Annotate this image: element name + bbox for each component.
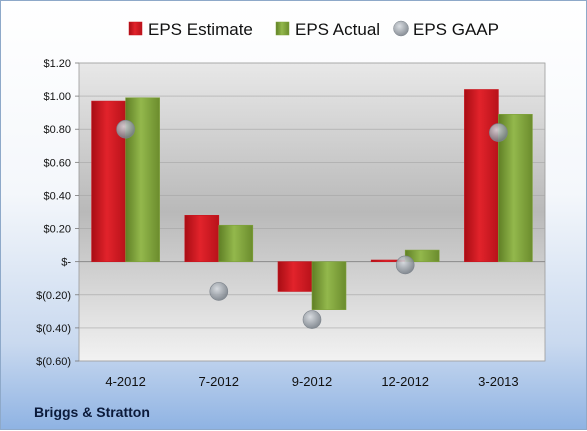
eps-gaap-point [209, 282, 229, 301]
y-tick-label: $(0.40) [36, 323, 71, 335]
x-tick-label: 4-2012 [105, 374, 145, 389]
eps-estimate-bar [464, 89, 499, 262]
y-tick-label: $(0.20) [36, 290, 71, 302]
legend-actual-swatch [275, 21, 290, 36]
eps-gaap-point [395, 255, 415, 275]
y-tick-label: $1.20 [43, 58, 71, 70]
x-tick-label: 12-2012 [381, 374, 429, 389]
y-tick-label: $0.20 [43, 224, 71, 236]
company-label: Briggs & Stratton [34, 404, 150, 420]
x-tick-label: 7-2012 [199, 374, 239, 389]
legend-label: EPS Estimate [148, 20, 253, 39]
eps-gaap-point [302, 310, 322, 329]
legend-gaap-marker [393, 20, 409, 37]
y-axis: $1.20 $1.00 $0.80 $0.60 $0.40 $0.20 $- $(0.20) $… [36, 58, 79, 368]
x-tick-label: 3-2013 [478, 374, 518, 389]
legend-label: EPS Actual [295, 20, 380, 39]
eps-actual-bar [311, 261, 347, 310]
y-tick-label: $0.80 [43, 124, 71, 136]
eps-estimate-bar [277, 261, 313, 292]
y-tick-label: $0.60 [43, 157, 71, 169]
eps-estimate-bar [184, 215, 220, 262]
eps-actual-bar [218, 224, 254, 262]
y-tick-label: $(0.60) [36, 356, 71, 368]
eps-gaap-point [116, 119, 135, 139]
legend: EPS Estimate EPS Actual EPS GAAP [128, 20, 499, 39]
x-axis: 4-2012 7-2012 9-2012 12-2012 3-2013 [105, 374, 518, 389]
y-tick-label: $1.00 [43, 91, 71, 103]
legend-label: EPS GAAP [413, 20, 499, 39]
eps-gaap-point [489, 123, 508, 142]
x-tick-label: 9-2012 [292, 374, 332, 389]
y-tick-label: $0.40 [43, 190, 71, 202]
bars [91, 89, 533, 329]
y-tick-label: $- [61, 257, 71, 269]
legend-estimate-swatch [128, 21, 143, 36]
